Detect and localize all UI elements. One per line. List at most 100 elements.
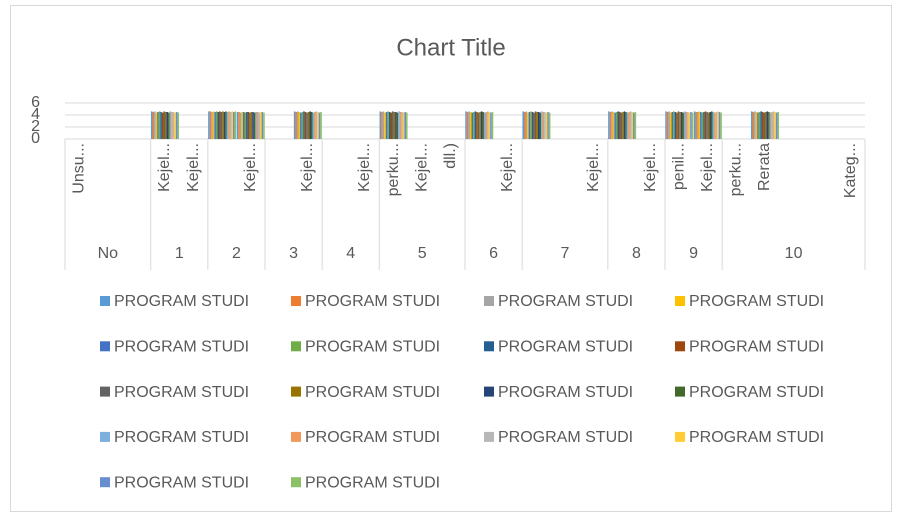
bar (260, 112, 262, 139)
bar (154, 111, 156, 139)
bar (395, 112, 397, 139)
bar (671, 112, 674, 139)
bar (534, 111, 537, 139)
bar (619, 112, 621, 139)
x-tick-label: penil... (671, 143, 688, 190)
bar (381, 112, 383, 139)
bar (710, 111, 713, 139)
legend-label: PROGRAM STUDI (114, 293, 249, 310)
bar (720, 112, 722, 139)
group-label: 3 (289, 245, 298, 262)
bar (666, 112, 669, 139)
legend-label: PROGRAM STUDI (689, 293, 824, 310)
bar (320, 112, 322, 139)
bar (253, 112, 256, 139)
bar (668, 111, 670, 139)
bar (528, 112, 531, 139)
bar (768, 112, 770, 139)
bar (388, 112, 391, 139)
bar (215, 111, 218, 139)
legend-swatch (484, 386, 494, 397)
bar (483, 112, 486, 139)
y-tick-label: 2 (31, 118, 40, 135)
bar (312, 112, 315, 139)
legend-label: PROGRAM STUDI (498, 339, 633, 356)
legend-label: PROGRAM STUDI (689, 384, 824, 401)
bar (700, 112, 702, 139)
bar (617, 111, 620, 139)
bar (763, 112, 765, 139)
bar (384, 112, 386, 139)
group-label: 4 (346, 245, 355, 262)
x-tick-label: Unsu... (71, 143, 88, 194)
bar (523, 112, 526, 139)
bar (158, 111, 161, 139)
bar (217, 112, 220, 139)
bar (628, 112, 630, 139)
legend-swatch (291, 477, 301, 488)
bar (530, 111, 532, 139)
bar (760, 111, 762, 139)
bar (382, 111, 385, 139)
bar (679, 112, 681, 139)
bar (531, 112, 534, 139)
bar (211, 112, 213, 139)
bar (614, 112, 616, 139)
bar (468, 111, 470, 139)
bar (385, 112, 388, 139)
legend-swatch (291, 431, 301, 442)
bar (695, 112, 697, 139)
bar (250, 112, 253, 139)
bar (244, 112, 247, 139)
legend-label: PROGRAM STUDI (114, 429, 249, 446)
bar (533, 112, 535, 139)
legend-swatch (675, 341, 685, 352)
legend-swatch (100, 431, 110, 442)
bar (676, 112, 678, 139)
bar (703, 112, 705, 139)
legend-label: PROGRAM STUDI (498, 293, 633, 310)
bar (482, 112, 484, 139)
bar (687, 112, 689, 139)
bar (680, 112, 683, 139)
bar (465, 111, 467, 139)
bar (547, 112, 549, 139)
legend-label: PROGRAM STUDI (689, 339, 824, 356)
bar (629, 111, 632, 139)
bar (242, 112, 245, 139)
bar (620, 112, 623, 139)
bar (398, 111, 400, 139)
bar (755, 112, 758, 139)
bar (241, 112, 243, 139)
bar (151, 111, 153, 139)
bar (402, 112, 405, 139)
bar (172, 112, 175, 139)
legend-label: PROGRAM STUDI (114, 384, 249, 401)
legend-swatch (100, 341, 110, 352)
bar (236, 112, 239, 139)
bar (231, 111, 234, 139)
group-label: 6 (489, 245, 498, 262)
group-label: 8 (632, 245, 641, 262)
bar (771, 112, 773, 139)
bar (769, 112, 772, 139)
bar (214, 112, 216, 139)
bar (609, 112, 612, 139)
bar (758, 112, 761, 139)
bar (752, 112, 755, 139)
bar (307, 112, 310, 139)
bar (406, 112, 408, 139)
legend-swatch (291, 341, 301, 352)
bar (315, 111, 318, 139)
bar (701, 112, 704, 139)
bar (208, 111, 210, 139)
group-label: 1 (175, 245, 184, 262)
bar (255, 112, 257, 139)
bar (479, 112, 481, 139)
bar (631, 112, 634, 139)
bar (669, 112, 672, 139)
bar (233, 112, 235, 139)
bar (772, 111, 775, 139)
x-tick-label: dll.) (442, 143, 459, 169)
x-tick-label: Kejel... (299, 143, 316, 192)
